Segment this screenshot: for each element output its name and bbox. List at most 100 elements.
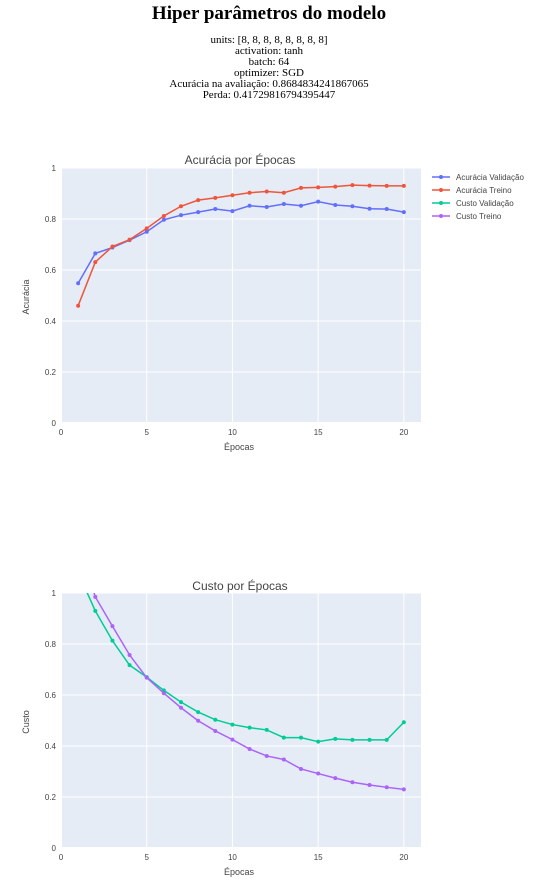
accuracy-point-1-2[interactable]	[93, 260, 98, 265]
loss-point-1-15[interactable]	[316, 771, 321, 776]
accuracy-point-1-11[interactable]	[247, 190, 252, 195]
legend: Acurácia Validação Acurácia Treino Custo…	[432, 173, 524, 221]
loss-point-0-20[interactable]	[401, 720, 406, 725]
loss-point-1-2[interactable]	[93, 594, 98, 599]
accuracy-point-1-1[interactable]	[76, 303, 81, 308]
accuracy-point-0-14[interactable]	[299, 203, 303, 208]
loss-y-tick-label: 0.2	[45, 793, 57, 802]
accuracy-point-0-1[interactable]	[76, 281, 81, 286]
optimizer-line: optimizer: SGD	[234, 67, 304, 79]
hyperparameter-list: units: [8, 8, 8, 8, 8, 8, 8, 8] activati…	[0, 35, 538, 101]
loss-point-0-9[interactable]	[213, 717, 218, 722]
loss-point-1-16[interactable]	[333, 776, 338, 781]
loss-ticks: 00.20.40.60.810 5 10 15 20	[45, 589, 409, 862]
loss-point-0-13[interactable]	[281, 735, 286, 740]
accuracy-point-1-8[interactable]	[196, 198, 201, 203]
loss-point-0-14[interactable]	[299, 735, 303, 740]
accuracy-point-0-10[interactable]	[230, 209, 235, 214]
accuracy-point-0-19[interactable]	[384, 207, 389, 212]
loss-point-1-17[interactable]	[350, 780, 355, 785]
loss-point-1-12[interactable]	[264, 753, 269, 758]
legend-item-acc-val[interactable]: Acurácia Validação	[432, 173, 524, 182]
accuracy-point-1-18[interactable]	[367, 183, 372, 188]
accuracy-point-0-9[interactable]	[213, 207, 218, 212]
loss-point-0-15[interactable]	[316, 739, 321, 744]
accuracy-x-axis-label: Épocas	[224, 442, 255, 452]
loss-point-1-8[interactable]	[196, 718, 201, 723]
loss-point-0-4[interactable]	[127, 663, 132, 668]
accuracy-point-1-5[interactable]	[144, 226, 149, 231]
accuracy-point-0-16[interactable]	[333, 202, 338, 207]
accuracy-point-0-15[interactable]	[316, 199, 321, 204]
loss-point-0-2[interactable]	[93, 608, 98, 613]
accuracy-point-1-3[interactable]	[110, 244, 115, 249]
loss-point-1-20[interactable]	[401, 787, 406, 792]
loss-point-0-10[interactable]	[230, 722, 235, 727]
legend-item-acc-train[interactable]: Acurácia Treino	[432, 186, 512, 195]
loss-point-0-1[interactable]	[76, 571, 80, 575]
accuracy-point-1-13[interactable]	[281, 190, 286, 195]
loss-plot-area	[61, 593, 421, 848]
loss-point-0-7[interactable]	[179, 700, 183, 705]
loss-point-0-3[interactable]	[110, 638, 115, 643]
accuracy-point-1-4[interactable]	[127, 237, 132, 242]
accuracy-point-1-16[interactable]	[333, 184, 338, 189]
accuracy-point-1-14[interactable]	[299, 185, 303, 190]
accuracy-y-tick-label: 0	[52, 419, 57, 428]
accuracy-point-0-6[interactable]	[161, 217, 166, 222]
loss-point-1-3[interactable]	[110, 624, 115, 629]
accuracy-point-0-8[interactable]	[196, 210, 201, 215]
legend-item-loss-train[interactable]: Custo Treino	[432, 212, 502, 221]
loss-point-0-11[interactable]	[247, 725, 252, 730]
loss-point-0-8[interactable]	[196, 710, 201, 715]
loss-point-0-12[interactable]	[264, 727, 269, 732]
loss-grid	[60, 592, 421, 849]
accuracy-point-0-11[interactable]	[247, 203, 252, 208]
accuracy-point-0-2[interactable]	[93, 251, 98, 256]
loss-point-0-18[interactable]	[367, 737, 372, 742]
loss-chart-title: Custo por Épocas	[192, 578, 287, 593]
loss-point-1-6[interactable]	[161, 691, 166, 696]
loss-series-line-0	[86, 593, 405, 743]
accuracy-series-group	[76, 183, 406, 308]
loss-point-1-18[interactable]	[367, 783, 372, 788]
loss-point-1-4[interactable]	[127, 652, 132, 657]
loss-y-tick-label: 0.8	[45, 640, 57, 649]
accuracy-point-0-13[interactable]	[281, 201, 286, 206]
accuracy-point-1-19[interactable]	[384, 183, 389, 188]
loss-point-1-14[interactable]	[299, 766, 303, 771]
accuracy-point-0-20[interactable]	[401, 210, 406, 215]
legend-label-acc-train: Acurácia Treino	[456, 186, 512, 195]
accuracy-ticks: 00.20.40.60.810 5 10 15 20	[45, 164, 409, 437]
accuracy-point-1-17[interactable]	[350, 183, 355, 188]
accuracy-x-tick-label: 5	[144, 428, 149, 437]
accuracy-point-1-10[interactable]	[230, 193, 235, 198]
accuracy-point-0-5[interactable]	[144, 229, 149, 234]
accuracy-point-1-20[interactable]	[401, 183, 406, 188]
accuracy-point-1-9[interactable]	[213, 195, 218, 200]
accuracy-point-1-15[interactable]	[316, 185, 321, 190]
accuracy-point-0-17[interactable]	[350, 204, 355, 209]
loss-point-0-16[interactable]	[333, 736, 338, 741]
accuracy-point-1-6[interactable]	[161, 213, 166, 218]
accuracy-point-0-7[interactable]	[179, 213, 183, 218]
legend-label-loss-val: Custo Validação	[456, 199, 514, 208]
loss-point-0-17[interactable]	[350, 737, 355, 742]
accuracy-point-0-18[interactable]	[367, 206, 372, 211]
accuracy-point-0-12[interactable]	[264, 205, 269, 210]
loss-point-1-9[interactable]	[213, 728, 218, 733]
legend-item-loss-val[interactable]: Custo Validação	[432, 199, 514, 208]
loss-point-1-10[interactable]	[230, 737, 235, 742]
loss-point-1-11[interactable]	[247, 747, 252, 752]
accuracy-point-1-7[interactable]	[179, 204, 183, 209]
accuracy-y-tick-label: 1	[52, 164, 57, 173]
loss-point-1-19[interactable]	[384, 785, 389, 790]
accuracy-plot-area	[61, 168, 421, 423]
accuracy-point-1-12[interactable]	[264, 189, 269, 194]
loss-point-1-5[interactable]	[144, 675, 149, 680]
loss-point-1-13[interactable]	[281, 757, 286, 762]
accuracy-x-tick-label: 10	[228, 428, 237, 437]
loss-point-0-19[interactable]	[384, 737, 389, 742]
loss-point-1-7[interactable]	[179, 705, 183, 710]
page-title: Hiper parâmetros do modelo	[151, 3, 387, 24]
